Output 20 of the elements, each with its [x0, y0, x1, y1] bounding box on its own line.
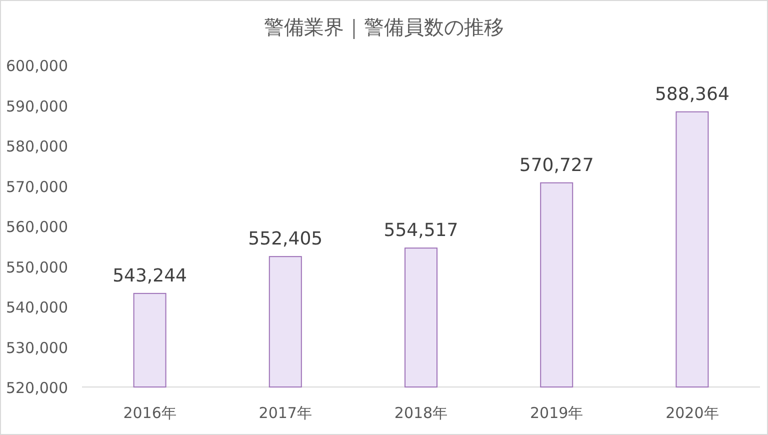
data-label: 554,517	[384, 220, 458, 242]
x-tick-label: 2016年	[123, 404, 176, 422]
y-tick-label: 550,000	[6, 258, 68, 276]
chart-title: 警備業界｜警備員数の推移	[264, 15, 504, 39]
y-tick-label: 600,000	[6, 57, 68, 75]
y-tick-label: 560,000	[6, 218, 68, 236]
x-tick-label: 2020年	[666, 404, 719, 422]
y-tick-label: 580,000	[6, 138, 68, 156]
data-label: 543,244	[112, 265, 188, 286]
x-tick-label: 2019年	[530, 404, 584, 422]
data-label: 588,364	[654, 84, 730, 105]
y-tick-label: 570,000	[6, 178, 68, 196]
y-tick-label: 520,000	[6, 379, 68, 397]
y-tick-label: 530,000	[6, 338, 68, 357]
y-tick-label: 540,000	[6, 298, 68, 316]
x-tick-label: 2017年	[258, 404, 312, 422]
x-tick-label: 2018年	[394, 404, 448, 422]
data-label: 552,405	[248, 228, 323, 250]
data-label: 570,727	[519, 154, 594, 176]
y-tick-label: 590,000	[6, 97, 68, 116]
